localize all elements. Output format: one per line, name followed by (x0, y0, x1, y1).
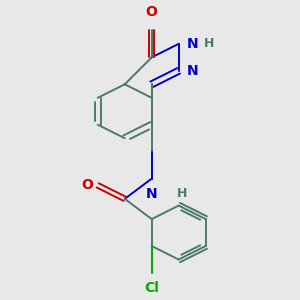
Text: Cl: Cl (144, 281, 159, 296)
Text: O: O (81, 178, 93, 192)
Text: H: H (177, 187, 187, 200)
Text: O: O (146, 4, 158, 19)
Text: N: N (187, 64, 199, 78)
Text: N: N (187, 37, 199, 51)
Text: N: N (146, 187, 158, 201)
Text: H: H (204, 38, 214, 50)
